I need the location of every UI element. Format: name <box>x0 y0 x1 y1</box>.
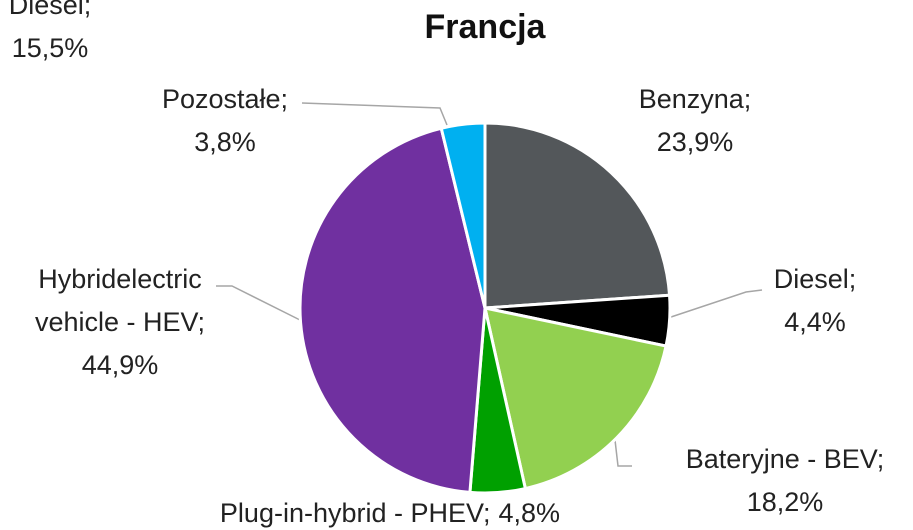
category-label: Pozostałe; <box>161 84 289 114</box>
leader-line <box>216 285 301 321</box>
data-label: Pozostałe; 3,8% <box>120 78 330 164</box>
pie-slice <box>483 121 672 310</box>
category-label: Bateryjne - BEV; <box>685 444 885 474</box>
leader-line <box>301 102 448 126</box>
data-label: Hybridelectric vehicle - HEV; 44,9% <box>0 258 245 387</box>
category-label: Benzyna; <box>638 84 752 114</box>
value-label: 4,4% <box>784 307 846 337</box>
data-label: Benzyna; 23,9% <box>600 78 790 164</box>
pie-slice <box>439 121 487 309</box>
value-label: 44,9% <box>81 350 159 380</box>
value-label: 4,8% <box>498 498 561 528</box>
value-label: 18,2% <box>746 487 824 517</box>
pie-slice <box>483 306 668 491</box>
category-label: Hybridelectric vehicle - HEV; <box>34 264 206 337</box>
leader-line <box>667 289 763 319</box>
category-label: Plug-in-hybrid - PHEV; <box>219 498 491 528</box>
data-label: Diesel; 4,4% <box>740 258 890 344</box>
leader-line <box>614 439 632 467</box>
annotation-text: 15,5% <box>11 33 89 63</box>
value-label: 23,9% <box>656 127 734 157</box>
pie-slice <box>298 126 487 495</box>
value-label: 3,8% <box>194 127 256 157</box>
annotation: Diesel; 15,5% <box>0 0 120 70</box>
chart-title: Francja <box>424 8 546 46</box>
category-label: Diesel; <box>773 264 857 294</box>
data-label: Plug-in-hybrid - PHEV; 4,8% <box>150 492 630 530</box>
annotation-text: Diesel; <box>8 0 92 20</box>
data-label: Bateryjne - BEV; 18,2% <box>650 438 913 524</box>
